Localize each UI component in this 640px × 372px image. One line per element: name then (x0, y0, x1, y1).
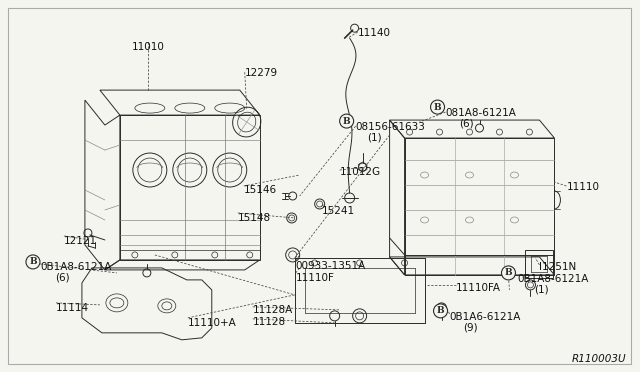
Circle shape (26, 255, 40, 269)
Circle shape (433, 304, 447, 318)
Text: 15241: 15241 (322, 206, 355, 216)
Text: B: B (434, 103, 442, 112)
Text: (9): (9) (463, 323, 478, 333)
Text: B: B (436, 307, 444, 315)
Circle shape (502, 266, 515, 280)
Circle shape (340, 114, 354, 128)
Text: 11012G: 11012G (340, 167, 381, 177)
Text: (6): (6) (460, 118, 474, 128)
Text: 11110F: 11110F (296, 273, 335, 283)
Text: 12279: 12279 (244, 68, 278, 78)
Text: (1): (1) (367, 132, 382, 142)
Text: R110003U: R110003U (572, 354, 626, 364)
Text: 11128A: 11128A (253, 305, 293, 315)
Text: B: B (29, 257, 36, 266)
Text: 11140: 11140 (358, 28, 390, 38)
Text: B: B (343, 116, 351, 126)
Text: 11128: 11128 (253, 317, 286, 327)
Text: (6): (6) (55, 273, 70, 283)
Text: 00933-1351A: 00933-1351A (296, 261, 366, 271)
Text: 0B1A8-6121A: 0B1A8-6121A (40, 262, 111, 272)
Text: 15146: 15146 (244, 185, 277, 195)
Text: (1): (1) (534, 285, 549, 295)
Text: B: B (505, 269, 512, 278)
Text: 11010: 11010 (131, 42, 164, 52)
Text: 11110FA: 11110FA (456, 283, 500, 293)
Text: 11110+A: 11110+A (188, 318, 237, 328)
Text: 0B1A6-6121A: 0B1A6-6121A (449, 312, 521, 322)
Circle shape (431, 100, 445, 114)
Text: I1251N: I1251N (540, 262, 577, 272)
Text: 11110: 11110 (566, 182, 600, 192)
Text: 12121: 12121 (64, 236, 97, 246)
Text: 0B1A8-6121A: 0B1A8-6121A (518, 274, 589, 284)
Text: 15148: 15148 (237, 213, 271, 223)
Text: 08156-61633: 08156-61633 (356, 122, 426, 132)
Text: 11114: 11114 (56, 303, 89, 313)
Text: 081A8-6121A: 081A8-6121A (445, 108, 516, 118)
